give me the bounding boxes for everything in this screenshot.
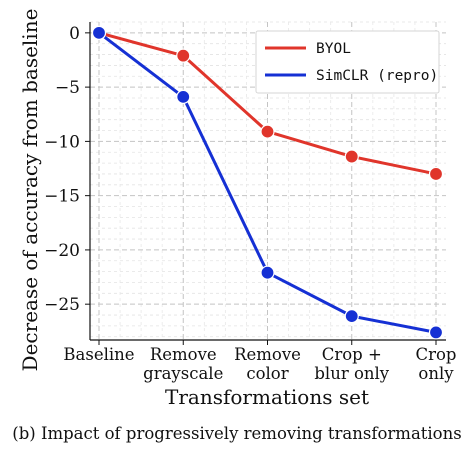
data-point [260,265,275,280]
axes: 0 −5 −10 −15 −20 −25 Baseline Remove grayscale Re… [44,22,457,383]
legend-label: SimCLR (repro) [316,68,438,84]
series-layer [91,25,444,340]
y-tick-label: −10 [44,132,80,152]
data-point [428,166,444,182]
x-tick-label: Crop + blur only [314,345,389,383]
x-axis-label: Transformations set [165,385,369,409]
figure-caption: (b) Impact of progressively removing tra… [12,424,462,443]
x-tick-label: Remove color [234,345,301,383]
y-tick-label: −25 [44,295,80,315]
y-tick-label: −15 [44,187,80,207]
y-tick-label: −5 [55,78,80,98]
data-point [344,149,359,164]
line-chart: 0 −5 −10 −15 −20 −25 Baseline Remove grayscale Re… [18,9,457,409]
data-point [91,25,107,40]
y-tick-label: −20 [44,241,80,261]
data-point [176,48,191,63]
x-tick-label: Crop only [415,345,456,383]
data-point [344,309,359,324]
y-axis-label: Decrease of accuracy from baseline [18,9,42,372]
data-point [260,124,275,139]
x-tick-label: Remove grayscale [143,345,223,383]
y-tick-label: 0 [69,24,80,44]
legend-label: BYOL [316,41,351,57]
legend: BYOL SimCLR (repro) [255,30,440,94]
data-point [428,325,444,340]
x-tick-label: Baseline [63,345,134,364]
data-point [176,89,191,104]
